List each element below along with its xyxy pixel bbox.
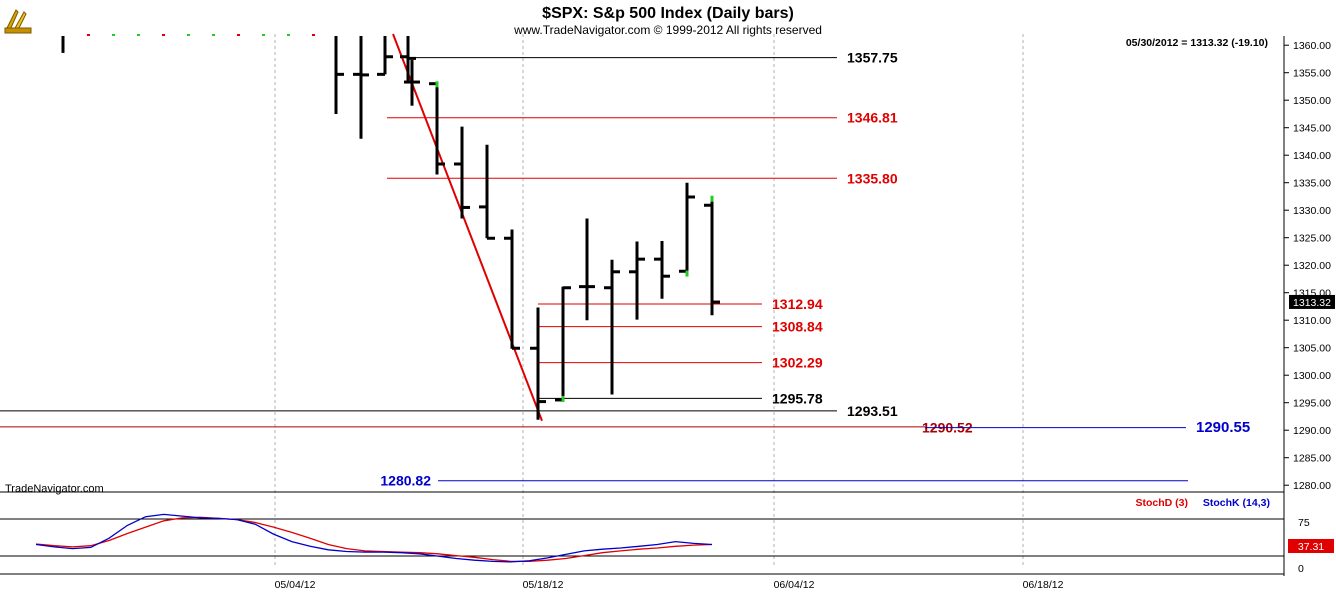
- level-label: 1312.94: [772, 296, 823, 312]
- level-label: 1357.75: [847, 50, 898, 66]
- legend-stochk: StochK (14,3): [1203, 497, 1270, 509]
- date-tick-label: 05/04/12: [275, 579, 316, 591]
- ohlc-bar: [530, 307, 546, 420]
- price-tick-label: 1335.00: [1293, 178, 1331, 190]
- ohlc-bar: [604, 259, 620, 395]
- up-bar-marker: [435, 81, 439, 88]
- up-bar-marker: [561, 395, 565, 402]
- top-edge-marker: [187, 34, 190, 36]
- ohlc-bar: [579, 218, 595, 321]
- level-label: 1280.82: [380, 473, 431, 489]
- level-label: 1346.81: [847, 110, 898, 126]
- ohlc-bar: [454, 126, 470, 219]
- stoch-tick-label: 0: [1298, 563, 1304, 575]
- stoch-last-label: 37.31: [1298, 541, 1324, 553]
- level-label: 1295.78: [772, 390, 823, 406]
- price-tick-label: 1310.00: [1293, 315, 1331, 327]
- date-tick-label: 05/18/12: [523, 579, 564, 591]
- chart-title: $SPX: S&p 500 Index (Daily bars): [542, 5, 794, 22]
- stoch-series-line: [35, 513, 713, 563]
- level-label: 1335.80: [847, 170, 898, 186]
- date-axis: 05/04/12 05/18/12 06/04/12 06/18/12: [0, 573, 1284, 591]
- ohlc-bar: [504, 229, 520, 350]
- price-tick-label: 1340.00: [1293, 150, 1331, 162]
- top-edge-marker: [312, 34, 315, 36]
- up-bar-marker: [710, 195, 714, 202]
- top-edge-marker: [237, 34, 240, 36]
- trade-navigator-logo-icon: [4, 9, 32, 34]
- ohlc-bar: [400, 36, 416, 83]
- ohlc-bar: [704, 199, 720, 316]
- price-tick-label: 1350.00: [1293, 95, 1331, 107]
- top-edge-marker: [87, 34, 90, 36]
- price-tick-label: 1345.00: [1293, 123, 1331, 135]
- top-edge-marker: [137, 34, 140, 36]
- ohlc-bar: [353, 36, 369, 139]
- top-edge-marker: [112, 34, 115, 36]
- stoch-last-box: [1288, 539, 1334, 553]
- price-tick-label: 1290.00: [1293, 425, 1331, 437]
- top-edge-marker: [262, 34, 265, 36]
- price-tick-label: 1320.00: [1293, 260, 1331, 272]
- ohlc-bars: [61, 34, 720, 420]
- watermark-text: TradeNavigator.com: [5, 483, 104, 495]
- up-bar-marker: [685, 270, 689, 277]
- stochastic-panel: 75 0 37.31: [0, 491, 1334, 575]
- date-grid: [274, 34, 1024, 568]
- ohlc-bar: [404, 60, 420, 106]
- stoch-series-line: [35, 516, 713, 563]
- price-tick-label: 1285.00: [1293, 453, 1331, 465]
- last-price-label: 1313.32: [1293, 297, 1331, 309]
- ohlc-bar: [654, 241, 670, 299]
- top-edge-marker: [162, 34, 165, 36]
- last-quote-text: 05/30/2012 = 1313.32 (-19.10): [1126, 37, 1268, 49]
- price-tick-label: 1280.00: [1293, 480, 1331, 492]
- price-tick-label: 1305.00: [1293, 343, 1331, 355]
- top-edge-marker: [212, 34, 215, 36]
- price-levels: 1357.75 1346.81 1335.80 1312.94 1308.84 1302.…: [0, 50, 1250, 489]
- level-label: 1308.84: [772, 319, 823, 335]
- ohlc-bar: [334, 36, 344, 114]
- date-tick-label: 06/04/12: [774, 579, 815, 591]
- trendline: [392, 33, 543, 422]
- ohlc-bar: [479, 144, 495, 240]
- price-tick-label: 1355.00: [1293, 68, 1331, 80]
- price-tick-label: 1330.00: [1293, 205, 1331, 217]
- level-label: 1290.55: [1196, 419, 1250, 436]
- last-price-box: [1289, 294, 1335, 309]
- price-tick-label: 1300.00: [1293, 370, 1331, 382]
- ohlc-bar: [629, 241, 645, 320]
- price-tick-label: 1325.00: [1293, 233, 1331, 245]
- level-label: 1302.29: [772, 355, 823, 371]
- date-tick-label: 06/18/12: [1023, 579, 1064, 591]
- downtrend-line: [392, 33, 543, 422]
- level-label: 1293.51: [847, 403, 898, 419]
- price-tick-label: 1360.00: [1293, 40, 1331, 52]
- price-tick-label: 1295.00: [1293, 398, 1331, 410]
- top-edge-marker: [287, 34, 290, 36]
- price-axis: 1360.00 1355.00 1350.00 1345.00 1340.00 1335.…: [1283, 36, 1335, 576]
- legend-stochd: StochD (3): [1136, 497, 1189, 509]
- stoch-tick-label: 75: [1298, 517, 1310, 529]
- ohlc-bar: [377, 36, 393, 76]
- copyright-text: www.TradeNavigator.com © 1999-2012 All r…: [513, 23, 822, 37]
